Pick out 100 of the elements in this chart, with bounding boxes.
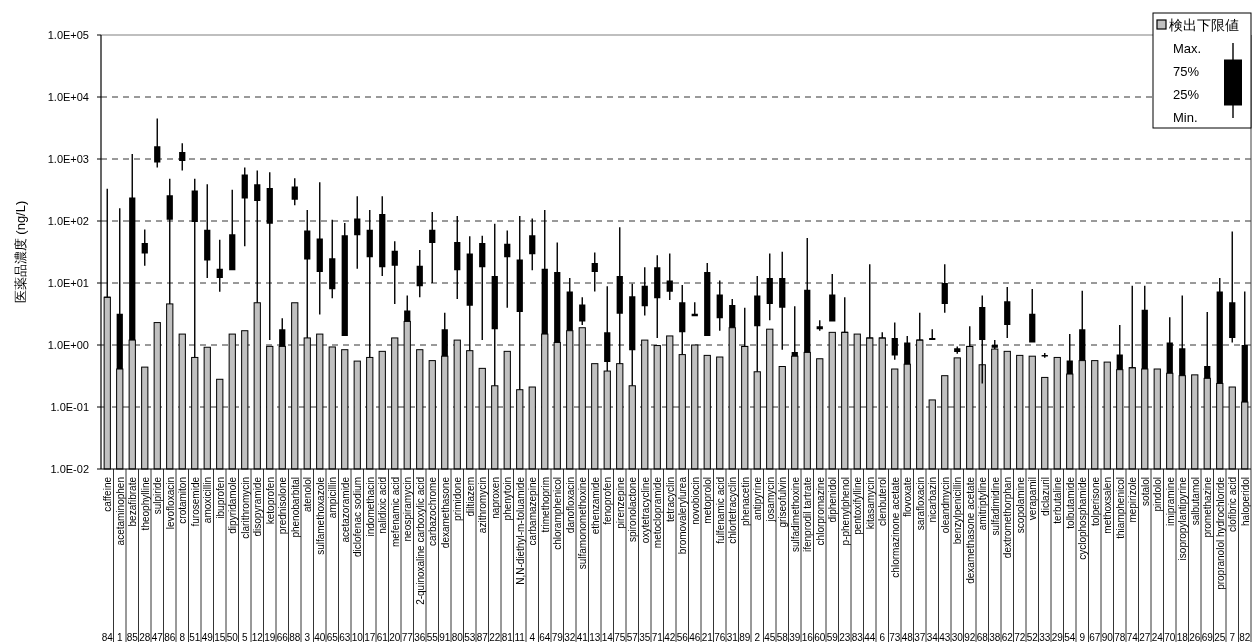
- text: 86: [164, 631, 176, 642]
- text: 67: [1089, 631, 1101, 642]
- x-tick-label: sulfamethoxazole: [314, 476, 326, 555]
- x-tick-label: pindolol: [1151, 477, 1163, 512]
- x-tick-label: dipyridamole: [226, 476, 238, 534]
- x-tick-label: ifenprodil tartrate: [801, 476, 813, 553]
- x-tick-label: nicarbazin: [926, 477, 938, 523]
- text: 6: [879, 631, 886, 642]
- x-tick-label: naproxen: [489, 477, 501, 519]
- text: 10: [351, 631, 364, 642]
- x-tick-label: bezafibrate: [126, 476, 138, 527]
- x-tick-label: metoprolol: [701, 477, 713, 524]
- text: 84: [101, 631, 114, 642]
- text: 89: [739, 631, 751, 642]
- text: 13: [589, 631, 601, 642]
- x-tick-label: tolperisone: [1089, 476, 1101, 526]
- x-tick-label: propranolol hydrochloride: [1214, 476, 1226, 590]
- y-tick-label: 1.0E-01: [50, 401, 89, 413]
- text: 55: [426, 631, 439, 642]
- x-tick-label: dextromethorphan: [1001, 477, 1013, 559]
- text: 53: [464, 631, 476, 642]
- text: 4: [529, 631, 536, 642]
- x-tick-label: diltiazem: [464, 477, 476, 517]
- text: 23: [839, 631, 851, 642]
- x-tick-label: pentoxifylline: [851, 476, 863, 535]
- text: 49: [201, 631, 214, 642]
- x-tick-label: nalidixic acid: [376, 477, 388, 534]
- x-tick-label: mepirizole: [1126, 476, 1138, 523]
- text: 2: [754, 631, 761, 642]
- x-tick-label: kitasamycin: [864, 477, 876, 530]
- text: 79: [551, 631, 564, 642]
- annotation: 25%: [1173, 86, 1200, 102]
- text: 18: [1176, 631, 1189, 642]
- x-tick-label: ethenzamide: [589, 476, 601, 535]
- text: 52: [1026, 631, 1039, 642]
- text: 17: [364, 631, 376, 642]
- text: 16: [801, 631, 814, 642]
- x-tick-label: chlorpromazine: [814, 476, 826, 546]
- x-tick-label: oxytetracycline: [639, 476, 651, 544]
- x-tick-label: acetaminophen: [114, 477, 126, 546]
- y-tick-label: 1.0E+03: [47, 153, 89, 165]
- x-tick-label: amoxicillin: [201, 477, 213, 524]
- text: 56: [676, 631, 689, 642]
- text: 41: [576, 631, 589, 642]
- x-tick-label: sarafloxacin: [914, 477, 926, 531]
- text: 72: [1014, 631, 1026, 642]
- x-tick-label: novobiocin: [689, 477, 701, 525]
- text: 19: [264, 631, 276, 642]
- x-tick-label: cyclophosphamide: [1076, 476, 1088, 560]
- text: 37: [914, 631, 926, 642]
- y-tick-label: 1.0E+05: [47, 29, 89, 41]
- x-tick-label: clofibric acid: [1226, 477, 1238, 533]
- text: 81: [501, 631, 514, 642]
- text: 42: [664, 631, 676, 642]
- x-tick-label: sulfadimethoxine: [789, 476, 801, 553]
- text: 43: [939, 631, 951, 642]
- x-tick-label: methoxsalen: [1101, 477, 1113, 534]
- text: 9: [1079, 631, 1086, 642]
- x-tick-label: caffeine: [101, 476, 113, 512]
- x-tick-label: benzylpenicillin: [951, 477, 963, 545]
- text: 3: [304, 631, 311, 642]
- x-tick-label: imipramine: [1164, 476, 1176, 526]
- text: 40: [314, 631, 326, 642]
- text: 60: [814, 631, 826, 642]
- x-tick-label: josamycin: [764, 477, 776, 523]
- x-tick-label: phenacetin: [739, 477, 751, 526]
- x-tick-label: 2-quinoxaline carboxylic acid: [414, 477, 426, 605]
- text: 88: [289, 631, 301, 642]
- text: 83: [851, 631, 864, 642]
- x-tick-label: acetazoramide: [339, 476, 351, 543]
- y-tick-label: 1.0E+01: [47, 277, 89, 289]
- x-tick-label: chlormazinone acetate: [889, 476, 901, 578]
- x-tick-label: fenoprofen: [601, 477, 613, 525]
- x-tick-label: tetracyclin: [664, 477, 676, 523]
- text: 11: [514, 631, 526, 642]
- text: 8: [179, 631, 186, 642]
- x-tick-label: danofloxacin: [564, 477, 576, 534]
- x-tick-label: diclazuril: [1039, 477, 1051, 516]
- text: 64: [539, 631, 551, 642]
- x-tick-label: diclofenac sodium: [351, 477, 363, 558]
- text: 58: [776, 631, 789, 642]
- text: 28: [139, 631, 151, 642]
- text: 78: [1114, 631, 1126, 642]
- text: 69: [1201, 631, 1214, 642]
- text: 91: [439, 631, 451, 642]
- text: 48: [901, 631, 914, 642]
- text: 14: [601, 631, 614, 642]
- y-tick-label: 1.0E+04: [47, 91, 89, 103]
- y-tick-label: 1.0E-02: [50, 463, 89, 475]
- text: 27: [1139, 631, 1151, 642]
- x-tick-label: neospiramycin: [401, 477, 413, 542]
- x-tick-label: diphenidol: [826, 477, 838, 523]
- text: 71: [651, 631, 664, 642]
- x-tick-label: scopolamine: [1014, 476, 1026, 534]
- text: 85: [126, 631, 139, 642]
- x-tick-label: theophylline: [139, 476, 151, 531]
- x-tick-label: sulpiride: [151, 476, 163, 515]
- text: 26: [1189, 631, 1201, 642]
- text: 62: [1001, 631, 1014, 642]
- x-tick-label: ibuprofen: [214, 477, 226, 519]
